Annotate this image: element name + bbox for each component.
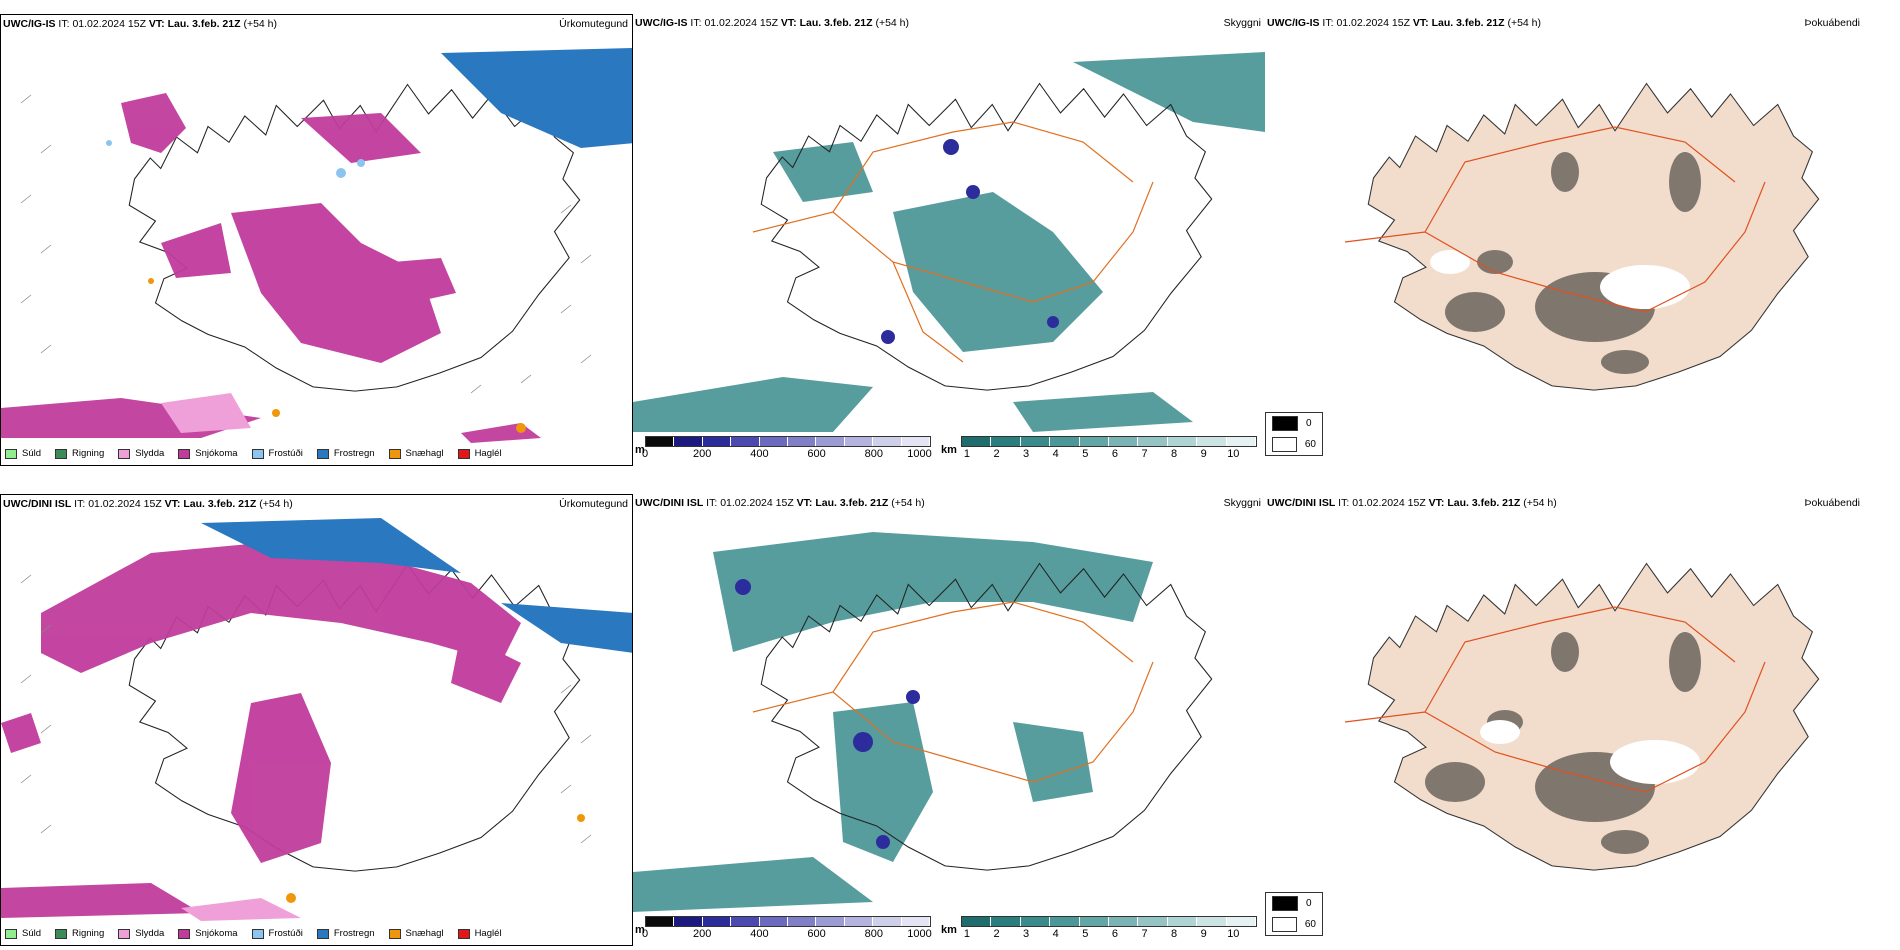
precip-panel-bottom: UWC/DINI ISL IT: 01.02.2024 15Z VT: Lau.…: [0, 494, 633, 946]
fog-panel-bottom: UWC/DINI ISL IT: 01.02.2024 15Z VT: Lau.…: [1265, 494, 1900, 946]
panel-title: Þokuábendi: [1804, 17, 1860, 29]
scale-tick: 5: [1082, 448, 1089, 460]
scale-tick: 8: [1171, 928, 1178, 940]
fog-index-map: [1344, 562, 1820, 871]
legend-item: Frostregn: [316, 928, 375, 939]
legend-item: Rigning: [55, 928, 104, 939]
legend-item: Frostúði: [251, 928, 303, 939]
legend-item: Frostúði: [251, 448, 303, 459]
panel-header: UWC/DINI ISL IT: 01.02.2024 15Z VT: Lau.…: [635, 497, 925, 509]
scale-tick: 1: [963, 448, 970, 460]
visibility-scale-km: 1 2 3 4 5 6 7 8 9 10: [961, 436, 1257, 461]
scale-tick: 10: [1227, 448, 1240, 460]
legend-item: Rigning: [55, 448, 104, 459]
fog-legend: 0 60: [1265, 412, 1323, 456]
legend-item: Súld: [5, 928, 41, 939]
legend-item: Slydda: [118, 448, 164, 459]
scale-tick: 2: [993, 448, 1000, 460]
scale-unit-m: m: [635, 444, 645, 456]
scale-tick: 600: [807, 448, 826, 460]
legend-item: Snjókoma: [178, 928, 238, 939]
precip-legend: Súld Rigning Slydda Snjókoma Frostúði Fr…: [5, 448, 502, 459]
legend-item: Haglél: [457, 448, 502, 459]
scale-tick: 200: [693, 448, 712, 460]
panel-header: UWC/DINI ISL IT: 01.02.2024 15Z VT: Lau.…: [1267, 497, 1557, 509]
panel-header: UWC/DINI ISL IT: 01.02.2024 15Z VT: Lau.…: [3, 498, 293, 510]
scale-tick: 4: [1052, 448, 1059, 460]
scale-tick: 2: [993, 928, 1000, 940]
scale-tick: 800: [864, 928, 883, 940]
legend-item: Snæhagl: [388, 448, 444, 459]
legend-item: Haglél: [457, 928, 502, 939]
scale-tick: 4: [1052, 928, 1059, 940]
scale-tick: 3: [1023, 448, 1030, 460]
panel-header: UWC/IG-IS IT: 01.02.2024 15Z VT: Lau. 3.…: [635, 17, 910, 29]
visibility-scale-m: 0 200 400 600 800 1000: [641, 436, 932, 461]
scale-tick: 6: [1111, 928, 1118, 940]
scale-tick: 800: [864, 448, 883, 460]
scale-tick: 600: [807, 928, 826, 940]
scale-tick: 3: [1023, 928, 1030, 940]
legend-item: Snæhagl: [388, 928, 444, 939]
scale-tick: 8: [1171, 448, 1178, 460]
scale-tick: 400: [750, 448, 769, 460]
legend-item: Snjókoma: [178, 448, 238, 459]
scale-tick: 7: [1141, 448, 1148, 460]
precip-type-map: [1, 518, 632, 921]
scale-tick: 200: [693, 928, 712, 940]
scale-tick: 0: [641, 448, 649, 460]
scale-unit-km: km: [941, 924, 957, 936]
legend-item: 60: [1266, 914, 1322, 935]
scale-tick: 1000: [907, 928, 932, 940]
panel-title: Úrkomutegund: [559, 498, 628, 510]
visibility-map: [633, 52, 1265, 432]
scale-tick: 6: [1111, 448, 1118, 460]
panel-header: UWC/IG-IS IT: 01.02.2024 15Z VT: Lau. 3.…: [3, 18, 278, 30]
visibility-scale-km: 1 2 3 4 5 6 7 8 9 10: [961, 916, 1257, 941]
scale-tick: 9: [1200, 448, 1207, 460]
scale-tick: 7: [1141, 928, 1148, 940]
scale-tick: 1: [963, 928, 970, 940]
visibility-map: [633, 532, 1213, 912]
precip-panel-top: UWC/IG-IS IT: 01.02.2024 15Z VT: Lau. 3.…: [0, 14, 633, 466]
scale-tick: 5: [1082, 928, 1089, 940]
precip-legend: Súld Rigning Slydda Snjókoma Frostúði Fr…: [5, 928, 502, 939]
legend-item: Frostregn: [316, 448, 375, 459]
scale-tick: 9: [1200, 928, 1207, 940]
scale-tick: 1000: [907, 448, 932, 460]
scale-unit-km: km: [941, 444, 957, 456]
visibility-panel-top: UWC/IG-IS IT: 01.02.2024 15Z VT: Lau. 3.…: [633, 14, 1265, 466]
panel-title: Þokuábendi: [1804, 497, 1860, 509]
legend-item: Slydda: [118, 928, 164, 939]
panel-title: Skyggni: [1223, 497, 1261, 509]
legend-item: 60: [1266, 434, 1322, 455]
scale-tick: 10: [1227, 928, 1240, 940]
visibility-scale-m: 0 200 400 600 800 1000: [641, 916, 932, 941]
visibility-panel-bottom: UWC/DINI ISL IT: 01.02.2024 15Z VT: Lau.…: [633, 494, 1265, 946]
panel-title: Úrkomutegund: [559, 18, 628, 30]
scale-unit-m: m: [635, 924, 645, 936]
fog-legend: 0 60: [1265, 892, 1323, 936]
panel-title: Skyggni: [1223, 17, 1261, 29]
scale-tick: 400: [750, 928, 769, 940]
legend-item: 0: [1266, 893, 1322, 914]
legend-item: 0: [1266, 413, 1322, 434]
panel-header: UWC/IG-IS IT: 01.02.2024 15Z VT: Lau. 3.…: [1267, 17, 1542, 29]
legend-item: Súld: [5, 448, 41, 459]
scale-tick: 0: [641, 928, 649, 940]
precip-type-map: [1, 48, 632, 443]
fog-panel-top: UWC/IG-IS IT: 01.02.2024 15Z VT: Lau. 3.…: [1265, 14, 1900, 466]
fog-index-map: [1344, 82, 1820, 391]
